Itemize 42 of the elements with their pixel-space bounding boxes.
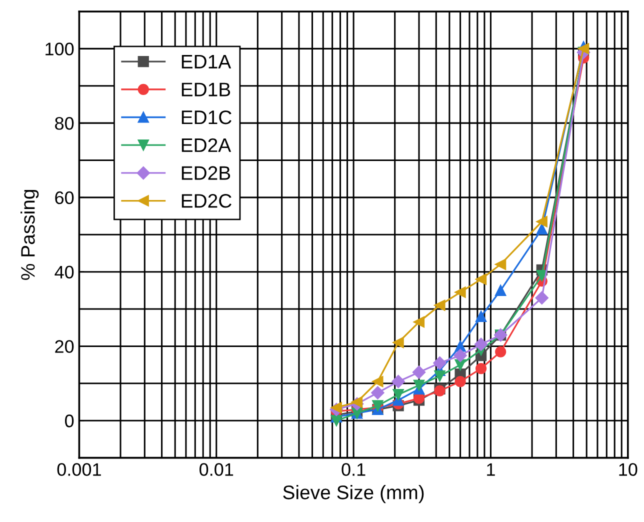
x-axis-title: Sieve Size (mm) — [283, 485, 424, 504]
point — [392, 336, 404, 348]
point — [351, 396, 363, 408]
point — [454, 286, 466, 298]
x-tick-label: 0.01 — [200, 463, 234, 476]
y-tick-label: 20 — [55, 340, 74, 353]
point — [495, 346, 506, 358]
point — [454, 348, 467, 362]
y-tick-label: 0 — [65, 414, 74, 428]
y-tick-label: 100 — [46, 42, 74, 56]
point — [495, 258, 506, 270]
legend-label: ED2B — [182, 166, 230, 180]
point — [495, 284, 506, 296]
point — [454, 376, 466, 388]
point — [413, 316, 425, 328]
y-tick-label: 80 — [55, 116, 74, 130]
point — [372, 376, 384, 388]
y-tick-label: 40 — [54, 266, 74, 279]
point — [474, 338, 488, 351]
y-axis-title: % Passing — [20, 190, 39, 280]
point — [434, 370, 446, 382]
point — [392, 374, 405, 388]
point — [433, 356, 446, 370]
x-tick-label: 0.001 — [57, 463, 101, 476]
legend-label: ED2C — [182, 194, 232, 208]
legend-label: ED1C — [182, 110, 232, 124]
x-tick-label: 0.1 — [342, 463, 366, 476]
point — [330, 415, 342, 426]
legend-label: ED2A — [182, 138, 232, 152]
legend-label: ED1B — [182, 82, 230, 96]
point — [413, 380, 425, 391]
point — [475, 310, 487, 322]
point — [434, 300, 446, 311]
y-tick-label: 60 — [55, 191, 74, 204]
legend-label: ED1A — [182, 54, 232, 68]
point — [475, 274, 487, 285]
x-tick-label: 1 — [487, 463, 495, 476]
point — [412, 366, 426, 379]
x-tick-label: 10 — [619, 463, 638, 476]
point — [392, 389, 404, 400]
point — [371, 386, 384, 400]
point — [475, 362, 487, 374]
